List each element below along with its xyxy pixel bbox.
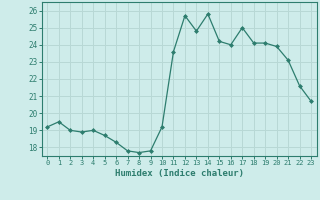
X-axis label: Humidex (Indice chaleur): Humidex (Indice chaleur): [115, 169, 244, 178]
